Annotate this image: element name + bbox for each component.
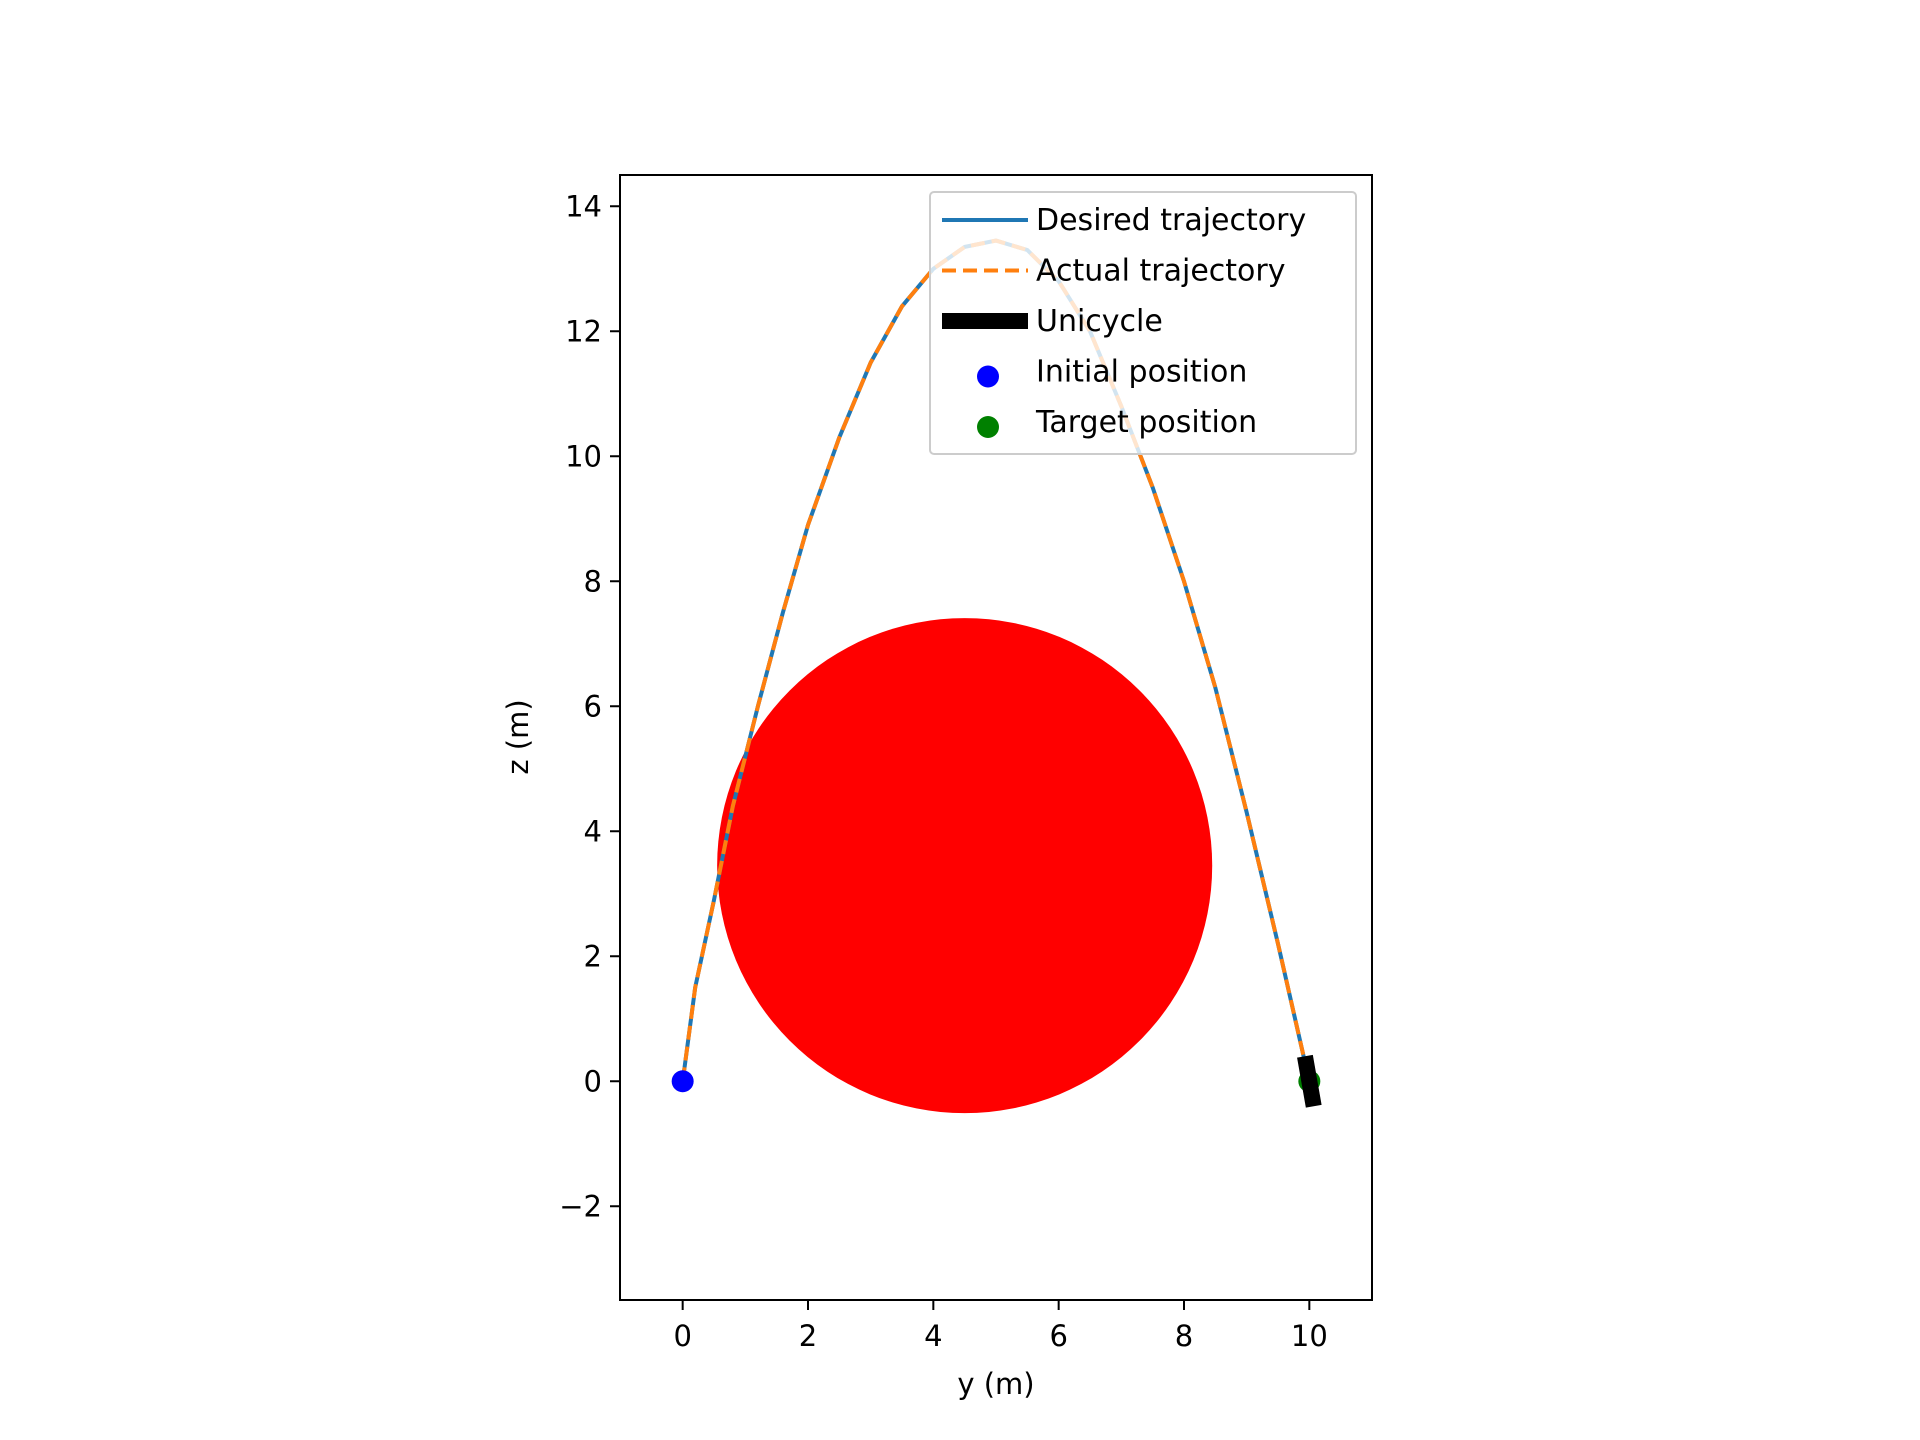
legend-item: Actual trajectory bbox=[942, 254, 1286, 289]
initial-position-marker bbox=[671, 1070, 694, 1093]
y-tick-label: 6 bbox=[584, 689, 602, 723]
x-axis-label: y (m) bbox=[957, 1367, 1034, 1401]
legend-item: Desired trajectory bbox=[942, 203, 1306, 238]
legend-label: Unicycle bbox=[1036, 304, 1163, 339]
y-tick-label: 10 bbox=[565, 439, 602, 473]
legend-handle bbox=[977, 416, 999, 438]
legend-box bbox=[929, 191, 1357, 455]
legend-items: Desired trajectory Actual trajectory Unicy… bbox=[942, 203, 1306, 440]
x-tick-label: 6 bbox=[1049, 1319, 1067, 1353]
y-tick-label: 4 bbox=[584, 814, 602, 848]
x-tick-label: 8 bbox=[1175, 1319, 1193, 1353]
plot-frame bbox=[619, 174, 1373, 1301]
legend-label: Actual trajectory bbox=[1036, 254, 1286, 289]
y-tick-label: 14 bbox=[565, 189, 602, 223]
actual-trajectory-line bbox=[680, 238, 1312, 1082]
x-tick-label: 0 bbox=[673, 1319, 691, 1353]
legend-label: Initial position bbox=[1036, 355, 1247, 390]
y-tick-label: 2 bbox=[584, 939, 602, 973]
y-tick-label: 0 bbox=[584, 1064, 602, 1098]
legend: Desired trajectory Actual trajectory Unicy… bbox=[929, 191, 1357, 455]
obstacle-circle bbox=[717, 618, 1213, 1114]
unicycle-mark bbox=[1297, 1054, 1322, 1108]
y-tick-label: 12 bbox=[565, 314, 602, 348]
legend-label: Target position bbox=[1035, 405, 1257, 440]
x-axis-ticks: 0 2 4 6 8 10 bbox=[673, 1300, 1328, 1353]
y-axis-ticks: −2 0 2 4 6 8 10 12 14 bbox=[559, 189, 620, 1223]
y-tick-label: −2 bbox=[559, 1189, 602, 1223]
legend-item: Target position bbox=[977, 405, 1257, 440]
x-tick-label: 10 bbox=[1291, 1319, 1328, 1353]
x-tick-label: 2 bbox=[799, 1319, 817, 1353]
legend-handle bbox=[977, 365, 999, 388]
y-axis-label: z (m) bbox=[501, 699, 535, 774]
legend-label: Desired trajectory bbox=[1036, 203, 1306, 238]
y-tick-label: 8 bbox=[584, 564, 602, 598]
legend-item: Initial position bbox=[977, 355, 1247, 390]
x-tick-label: 4 bbox=[924, 1319, 942, 1353]
legend-item: Unicycle bbox=[942, 304, 1163, 339]
